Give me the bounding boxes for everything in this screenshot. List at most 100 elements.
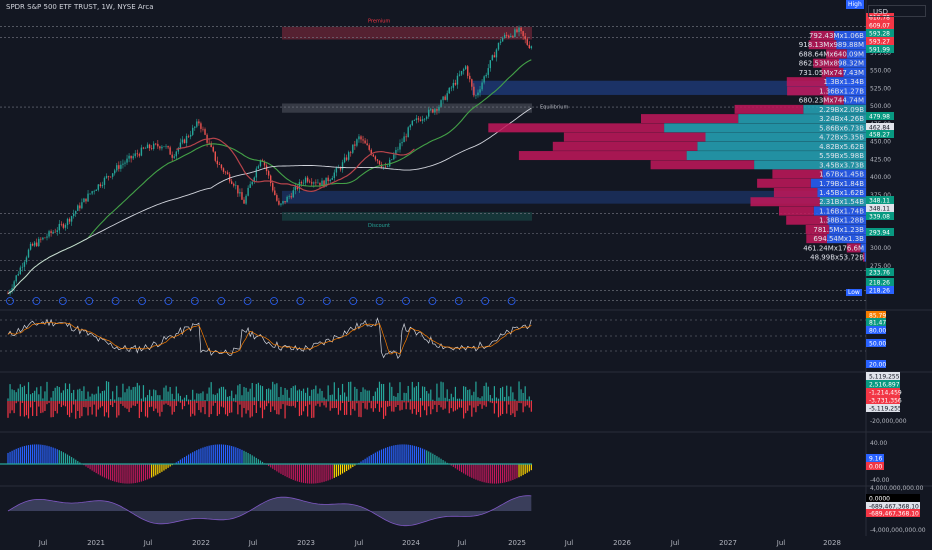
candle-body [352,144,354,153]
candle-body [159,146,161,149]
delta-bar-down [42,401,44,413]
momentum-bar [146,464,149,480]
candle-body [467,66,469,76]
delta-bar-up [107,381,110,401]
delta-bar-down [181,401,184,410]
delta-bar-up [524,386,526,401]
volume-profile-bar-b [819,197,866,207]
momentum-bar [73,458,75,464]
delta-bar-up [378,381,381,401]
delta-bar-up [188,399,190,401]
momentum-bar [7,452,9,464]
price-badge [866,212,894,220]
delta-bar-up [436,383,438,401]
delta-bar-up [502,386,504,401]
delta-bar-down [477,401,479,407]
momentum-bar [235,447,237,464]
delta-bar-up [450,393,452,401]
candle-body [411,120,414,126]
candle-body [489,60,491,69]
candle-body [516,29,518,33]
delta-bar-down [44,401,46,412]
momentum-bar [118,464,120,483]
currency-select[interactable]: USD [868,5,926,17]
momentum-bar [343,464,346,473]
candle-body [89,193,91,195]
delta-bar-up [112,391,114,401]
delta-bar-down [198,401,200,411]
delta-bar-up [46,381,48,401]
momentum-bar [188,454,190,464]
candle-body [317,182,319,184]
delta-bar-down [325,401,327,408]
delta-bar-up [333,382,335,401]
delta-bar-down [489,401,491,403]
candle-body [356,139,358,146]
momentum-bar [259,460,262,464]
delta-bar-down [71,401,73,413]
delta-bar-down [144,401,147,417]
candle-body [233,183,235,186]
delta-bar-up [128,386,130,401]
delta-bar-down [403,401,405,403]
delta-bar-up [130,389,132,401]
momentum-bar [405,444,407,464]
momentum-bar [268,464,270,467]
delta-bar-down [89,401,91,407]
delta-bar-up [417,382,420,401]
momentum-bar [399,444,401,464]
delta-bar-down [200,401,202,413]
candle-body [157,143,159,147]
delta-bar-up [25,394,28,401]
momentum-bar [481,464,483,482]
candle-body [409,125,411,128]
candle-body [251,181,253,185]
momentum-bar [307,464,309,484]
momentum-bar [144,464,147,481]
volume-profile-bar-b [829,224,866,234]
delta-bar-down [481,401,483,409]
candle-body [358,136,360,140]
delta-bar-down [64,401,67,407]
momentum-bar [288,464,290,479]
momentum-bar [165,464,167,470]
momentum-bar [212,444,214,464]
delta-badge [866,380,900,388]
delta-bar-down [309,401,311,405]
delta-bar-up [292,386,294,401]
delta-bar-up [469,389,471,401]
candle-body [87,193,89,202]
momentum-bar [237,448,239,464]
delta-bar-up [350,381,352,401]
momentum-bar [364,458,366,464]
candle-body [81,202,83,209]
delta-bar-up [136,382,138,401]
delta-bar-up [376,387,379,401]
momentum-bar [210,445,212,464]
candle-body [189,134,192,137]
candle-body [120,164,122,169]
delta-bar-down [155,401,157,409]
momentum-bar [366,457,368,464]
delta-bar-down [19,401,21,417]
momentum-bar [465,464,467,475]
momentum-bar [87,464,89,468]
candle-body [389,159,391,167]
delta-bar-down [483,401,485,406]
momentum-bar [430,452,432,464]
delta-bar-down [456,401,459,410]
delta-bar-up [489,394,491,401]
momentum-bar [434,454,436,464]
delta-bar-down [311,401,313,419]
momentum-bar [401,444,403,464]
delta-bar-up [36,387,38,401]
momentum-bar [424,449,426,464]
candle-body [171,154,173,158]
delta-bar-down [15,401,17,404]
momentum-bar [194,451,196,464]
delta-bar-up [157,395,159,401]
delta-badge-label: 2,516,897 [869,382,900,389]
volume-profile-bar-b [738,114,866,124]
candle-body [19,267,22,275]
price-badge [866,37,894,45]
